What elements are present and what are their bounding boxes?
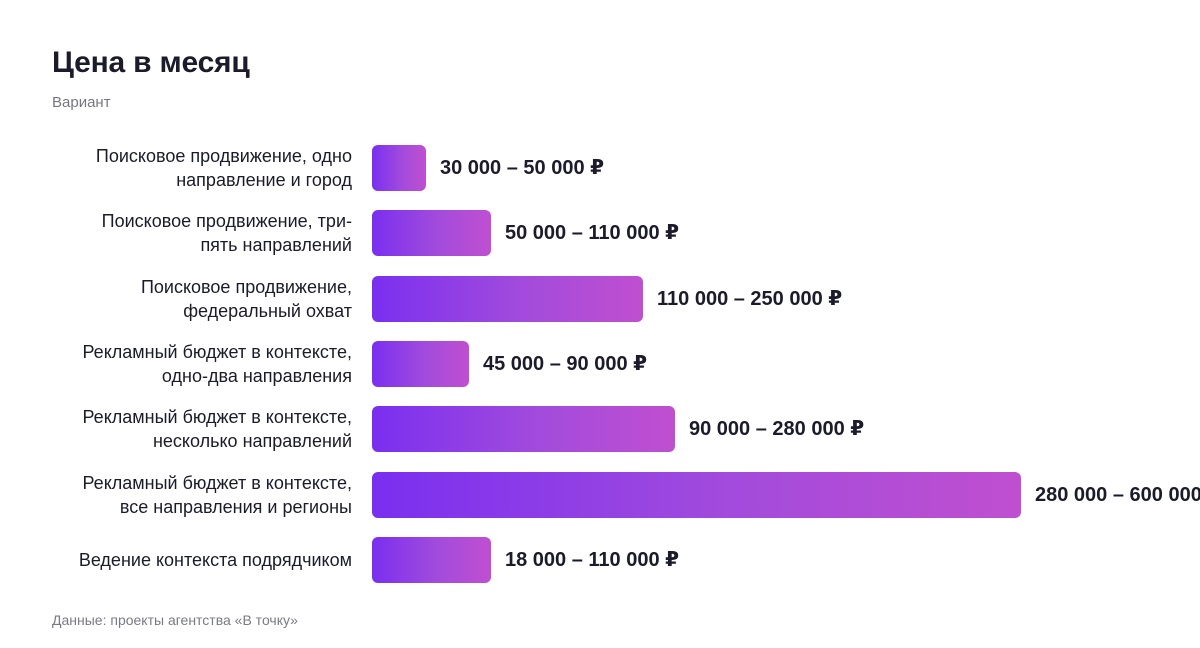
category-label-line: Рекламный бюджет в контексте,	[82, 341, 352, 362]
category-label-line: одно-два направления	[161, 365, 352, 386]
data-label: 280 000 – 600 000 ₽	[1035, 483, 1200, 506]
data-label: 90 000 – 280 000 ₽	[689, 418, 865, 441]
data-label: 30 000 – 50 000 ₽	[440, 157, 605, 179]
category-label-line: направление и город	[176, 170, 352, 190]
category-label-line: Рекламный бюджет в контексте,	[82, 407, 352, 428]
bar	[372, 210, 491, 257]
category-label-line: пять направлений	[200, 235, 352, 256]
category-label-line: Рекламный бюджет в контексте,	[82, 472, 352, 493]
category-label-line: несколько направлений	[152, 431, 352, 452]
bar	[372, 340, 469, 387]
category-label: Рекламный бюджет в контексте, несколько н…	[32, 405, 352, 453]
chart-title: Цена в месяц	[52, 46, 250, 79]
category-label-line: Поисковое продвижение,	[140, 276, 352, 297]
bar	[372, 406, 675, 453]
category-label-line: все направления и регионы	[119, 496, 352, 517]
bar	[372, 536, 491, 583]
data-label: 50 000 – 110 000 ₽	[505, 222, 680, 245]
category-label: Поисковое продвижение, федеральный охват	[32, 275, 352, 323]
category-label: Поисковое продвижение, одно направление и…	[32, 144, 352, 192]
category-label-line: федеральный охват	[183, 300, 352, 321]
data-source-note: Данные: проекты агентства «В точку»	[52, 612, 298, 628]
category-label: Рекламный бюджет в контексте, все направл…	[32, 471, 352, 519]
chart-subtitle: Вариант	[52, 94, 111, 111]
bar	[372, 145, 426, 191]
category-label-line: Ведение контекста подрядчиком	[78, 549, 352, 570]
category-label: Рекламный бюджет в контексте, одно-два на…	[32, 340, 352, 388]
category-label: Ведение контекста подрядчиком	[32, 548, 352, 572]
category-label-line: Поисковое продвижение, три-	[101, 211, 352, 232]
data-label: 18 000 – 110 000 ₽	[505, 548, 680, 571]
category-label: Поисковое продвижение, три-пять направле…	[32, 209, 352, 257]
category-label-line: Поисковое продвижение, одно	[95, 146, 352, 166]
data-label: 110 000 – 250 000 ₽	[657, 287, 843, 310]
bar	[372, 471, 1021, 518]
data-label: 45 000 – 90 000 ₽	[483, 352, 648, 375]
bar	[372, 275, 643, 322]
